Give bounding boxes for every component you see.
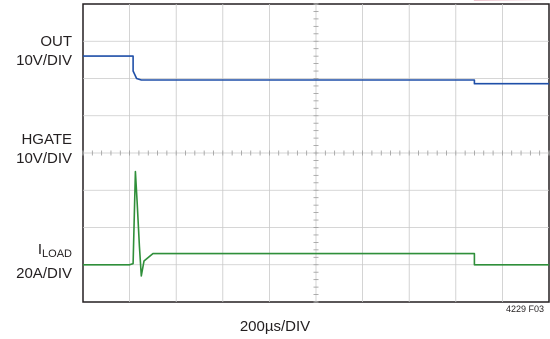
- hgate-label-name: HGATE: [21, 131, 72, 148]
- iload-label-name: ILOAD: [16, 240, 72, 264]
- iload-label-scale: 20A/DIV: [16, 265, 72, 282]
- iload-label-sub: LOAD: [42, 248, 72, 260]
- x-axis-label: 200µs/DIV: [239, 318, 311, 335]
- hgate-label-scale: 10V/DIV: [16, 150, 72, 167]
- hgate-channel-label: HGATE 10V/DIV: [16, 130, 72, 168]
- out-channel-label: OUT 10V/DIV: [16, 32, 72, 70]
- traces: [83, 0, 550, 277]
- iload-label-main: I: [37, 241, 43, 258]
- hgate-trace: [83, 55, 549, 85]
- out-label-name: OUT: [40, 33, 72, 50]
- iload-channel-label: ILOAD 20A/DIV: [16, 240, 72, 283]
- figure-number: 4229 F03: [506, 304, 545, 314]
- iload-trace: [83, 170, 549, 277]
- out-label-scale: 10V/DIV: [16, 52, 72, 69]
- grid: [82, 3, 550, 303]
